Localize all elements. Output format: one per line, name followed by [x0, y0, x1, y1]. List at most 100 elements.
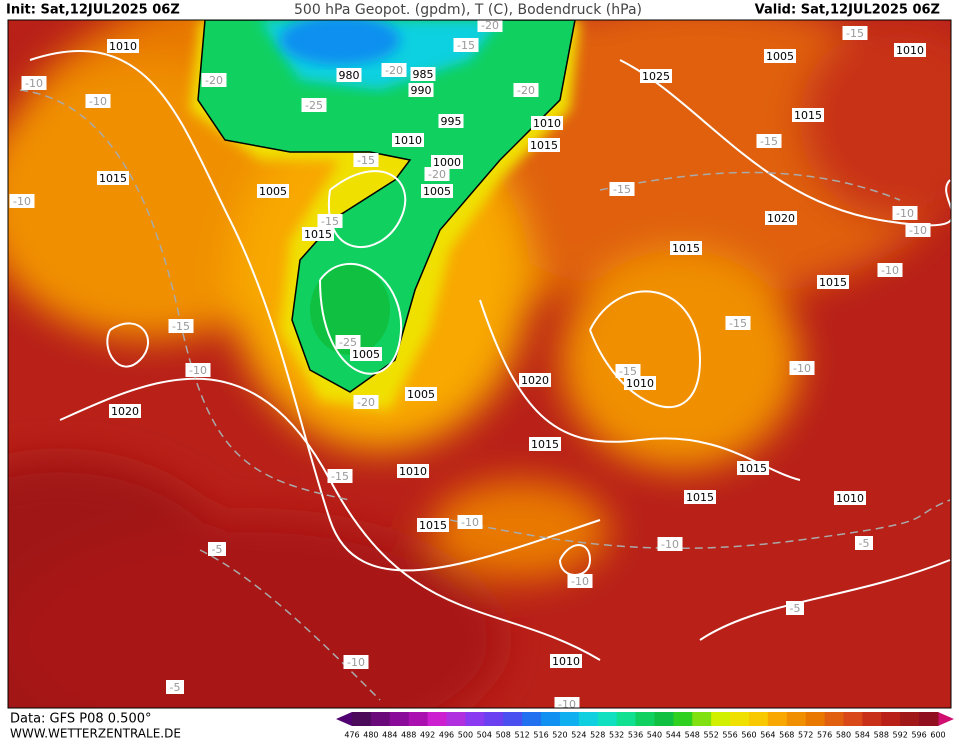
pressure-label-box — [109, 404, 141, 418]
pressure-label: 1005 — [259, 185, 287, 198]
temperature-label: -15 — [619, 365, 637, 378]
temperature-label: -25 — [305, 99, 323, 112]
temperature-label: -10 — [347, 656, 365, 669]
temperature-label-box — [457, 515, 483, 529]
colorbar-swatch — [522, 712, 542, 726]
colorbar-label: 568 — [779, 731, 794, 740]
pressure-label: 1020 — [111, 405, 139, 418]
temperature-label-box — [609, 182, 635, 196]
pressure-label: 1000 — [433, 156, 461, 169]
pressure-label-box — [765, 211, 797, 225]
temperature-label-box — [343, 655, 369, 669]
valid-time: Valid: Sat,12JUL2025 06Z — [755, 3, 940, 18]
temperature-label: -10 — [89, 95, 107, 108]
geopotential-552-area — [197, 20, 576, 393]
colorbar-swatch — [767, 712, 788, 726]
colorbar-swatch — [673, 712, 693, 726]
temperature-label-box — [301, 98, 327, 112]
temperature-label-box — [381, 63, 407, 77]
temperature-label: -20 — [385, 64, 403, 77]
colorbar-swatch — [370, 712, 391, 726]
pressure-label: 1015 — [819, 276, 847, 289]
pressure-label-box — [624, 376, 656, 390]
pressure-label-box — [302, 227, 334, 241]
colorbar-label: 536 — [628, 731, 643, 740]
colorbar-swatch — [824, 712, 844, 726]
pressure-label-box — [336, 68, 362, 82]
colorbar-swatch — [805, 712, 826, 726]
pressure-label: 990 — [411, 84, 432, 97]
colorbar-label: 544 — [666, 731, 681, 740]
temperature-label-box — [789, 361, 815, 375]
temperature-label-box — [353, 395, 379, 409]
colorbar-label: 592 — [893, 731, 908, 740]
pressure-label-box — [350, 347, 382, 361]
colorbar-swatch — [446, 712, 466, 726]
temperature-label-box — [513, 83, 539, 97]
pressure-label: 1015 — [686, 491, 714, 504]
colorbar-label: 548 — [685, 731, 700, 740]
pressure-label-box — [408, 83, 434, 97]
temperature-label: -15 — [357, 154, 375, 167]
pressure-label: 1025 — [642, 70, 670, 83]
pressure-label: 995 — [441, 115, 462, 128]
map-labels: 1010 980 985 990 995 1010 1000 1005 1015 1005 1015… — [9, 20, 931, 708]
cold-pool-core — [280, 20, 400, 65]
colorbar-swatch — [427, 712, 448, 726]
colorbar-label: 524 — [571, 731, 586, 740]
temperature-label-box — [756, 134, 782, 148]
pressure-label-box — [531, 116, 563, 130]
colorbar-swatch — [843, 712, 863, 726]
temperature-label-box — [905, 223, 931, 237]
temperature-label-box — [9, 194, 35, 208]
temperature-label: -10 — [571, 575, 589, 588]
pressure-label: 1005 — [352, 348, 380, 361]
pressure-label: 1015 — [794, 109, 822, 122]
pressure-label-box — [519, 373, 551, 387]
colorbar-swatch — [862, 712, 882, 726]
colorbar-swatch — [730, 712, 750, 726]
temperature-label-box — [567, 574, 593, 588]
pressure-label: 1015 — [99, 172, 127, 185]
temperature-label: -10 — [13, 195, 31, 208]
colorbar-label: 476 — [344, 731, 359, 740]
temperature-label: -20 — [428, 168, 446, 181]
pressure-label: 1015 — [739, 462, 767, 475]
pressure-label: 1010 — [836, 492, 864, 505]
colorbar-swatch — [654, 712, 674, 726]
colorbar-label: 500 — [458, 731, 473, 740]
pressure-label: 1005 — [766, 50, 794, 63]
colorbar-swatch — [616, 712, 637, 726]
temperature-label: -10 — [661, 538, 679, 551]
pressure-label-box — [764, 49, 796, 63]
temperature-label: -15 — [760, 135, 778, 148]
colorbar-label: 552 — [704, 731, 719, 740]
pressure-label: 1010 — [626, 377, 654, 390]
colorbar-swatch — [352, 712, 372, 726]
pressure-label-box — [529, 437, 561, 451]
pressure-label-box — [640, 69, 672, 83]
colorbar-label: 484 — [382, 731, 397, 740]
data-source: Data: GFS P08 0.500° — [10, 712, 152, 727]
colorbar-label: 508 — [496, 731, 511, 740]
temperature-label-box — [554, 697, 580, 708]
colorbar-label: 588 — [874, 731, 889, 740]
cold-core — [310, 265, 390, 355]
colorbar-label: 496 — [439, 731, 454, 740]
colorbar-label: 504 — [477, 731, 492, 740]
pressure-label-box — [550, 654, 582, 668]
map-title: 500 hPa Geopot. (gpdm), T (C), Bodendruc… — [294, 2, 642, 18]
temperature-label-box — [201, 73, 227, 87]
temperature-label: -10 — [25, 77, 43, 90]
pressure-label: 1010 — [533, 117, 561, 130]
pressure-label: 1010 — [394, 134, 422, 147]
temperature-label: -15 — [172, 320, 190, 333]
pressure-label: 1010 — [896, 44, 924, 57]
temperature-label: -5 — [212, 543, 223, 556]
colorbar-label: 596 — [911, 731, 926, 740]
temperature-label-box — [335, 335, 361, 349]
colorbar-swatch — [389, 712, 410, 726]
colorbar-swatch — [578, 712, 599, 726]
temperature-label: -5 — [170, 681, 181, 694]
pressure-label-box — [397, 464, 429, 478]
